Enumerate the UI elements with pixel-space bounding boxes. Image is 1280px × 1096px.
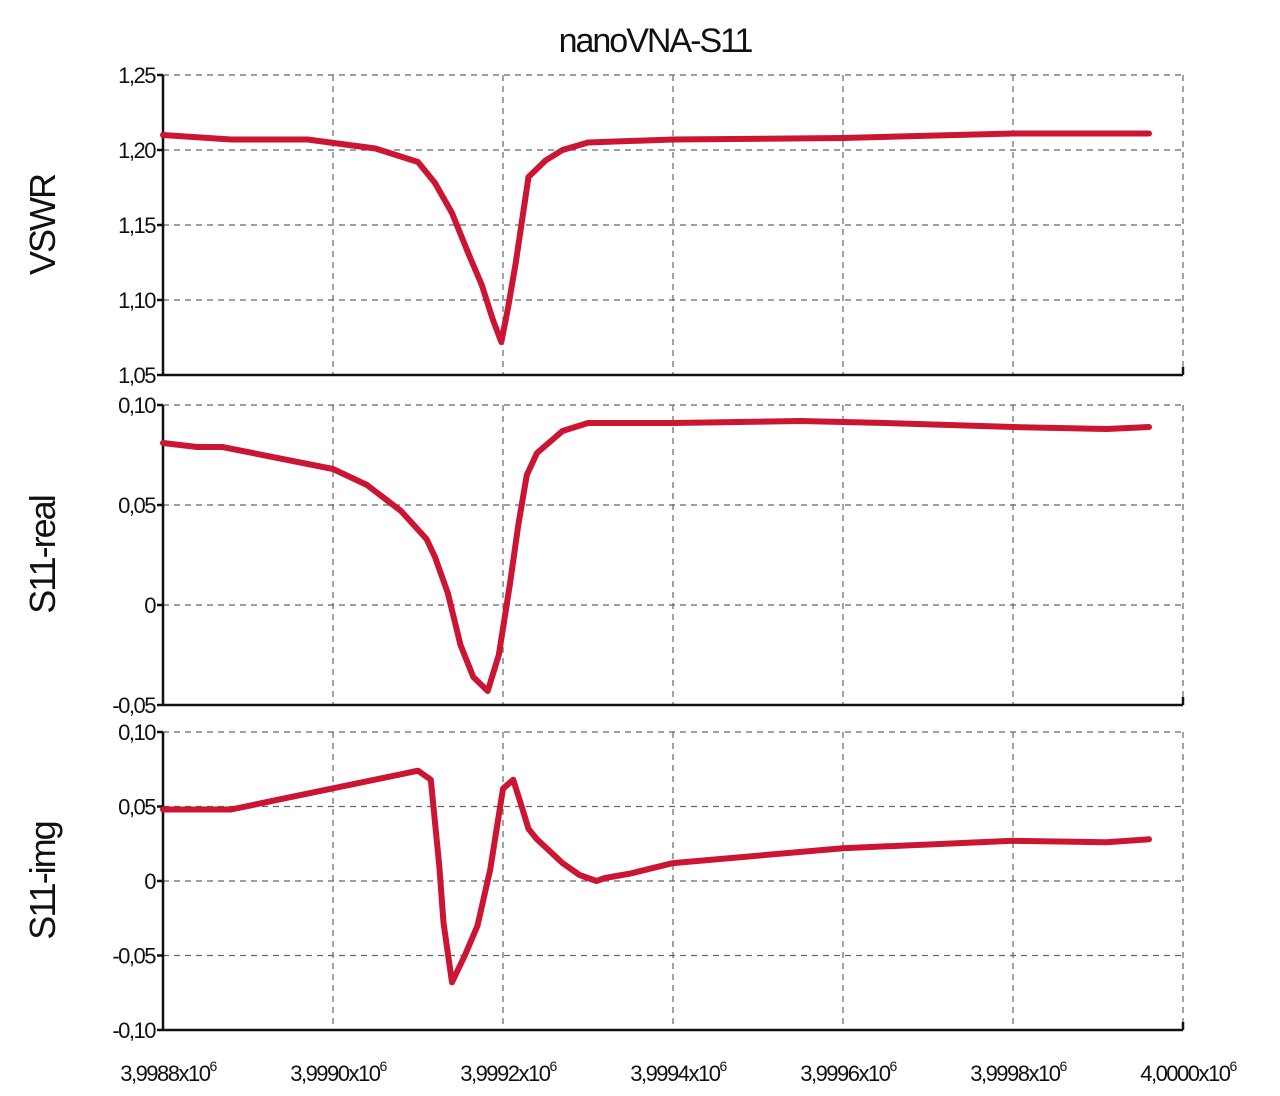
- x-tick-label: 3,9998x106: [970, 1058, 1067, 1086]
- x-tick-label: 3,9994x106: [630, 1058, 727, 1086]
- y-tick-label: 0: [144, 869, 156, 894]
- y-tick-label: 0,10: [118, 393, 156, 418]
- y-tick-label: 1,25: [118, 63, 156, 88]
- x-tick-label: 4,0000x106: [1140, 1058, 1237, 1086]
- chart-panel-3: -0,10 -0,05 0 0,05 0,10 S11-img: [22, 720, 1185, 1043]
- y-tick-label: 1,05: [118, 363, 156, 388]
- series-line-s11-img: [160, 767, 1152, 986]
- chart-panel-2: -0,05 0 0,05 0,10 S11-real: [22, 393, 1185, 718]
- x-tick-label: 3,9990x106: [290, 1058, 387, 1086]
- y-tick-label: 0,05: [118, 493, 156, 518]
- y-tick-label: 0,10: [118, 720, 156, 745]
- y-tick-label: -0,05: [112, 944, 156, 969]
- y-tick-label: 0,05: [118, 795, 156, 820]
- x-axis-tick-labels: 3,9988x106 3,9990x106 3,9992x106 3,9994x106…: [120, 1058, 1239, 1086]
- y-axis-label: S11-img: [22, 822, 63, 939]
- y-axis-label: S11-real: [22, 496, 63, 613]
- y-tick-label: -0,10: [112, 1018, 156, 1043]
- y-tick-label: 1,15: [118, 213, 156, 238]
- y-tick-label: -0,05: [112, 693, 156, 718]
- x-tick-label: 3,9996x106: [800, 1058, 897, 1086]
- y-tick-label: 1,20: [118, 138, 156, 163]
- chart-panel-1: 1,05 1,10 1,15 1,20 1,25 VSWR: [22, 63, 1185, 388]
- y-axis-label: VSWR: [22, 174, 63, 275]
- chart-panels: 1,05 1,10 1,15 1,20 1,25 VSWR -0,05 0 0,05 0,10 S1…: [22, 63, 1185, 1043]
- series-line-s11-real: [160, 418, 1152, 694]
- x-tick-label: 3,9992x106: [460, 1058, 557, 1086]
- chart-title: nanoVNA-S11: [559, 22, 753, 60]
- x-tick-label: 3,9988x106: [120, 1058, 217, 1086]
- series-line-vswr: [160, 130, 1152, 345]
- y-tick-label: 0: [144, 593, 156, 618]
- y-tick-label: 1,10: [118, 288, 156, 313]
